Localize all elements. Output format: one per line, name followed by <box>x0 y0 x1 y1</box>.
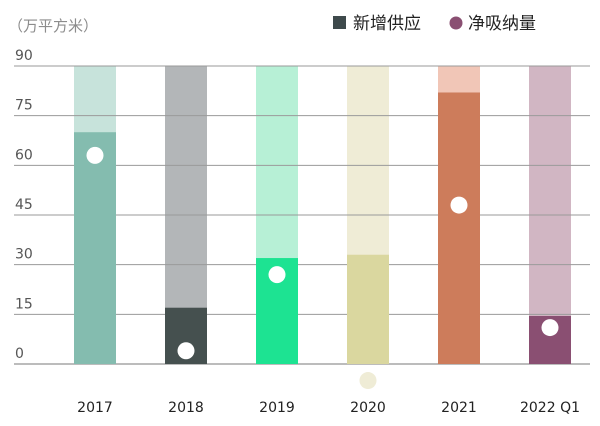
y-tick-label: 0 <box>15 346 24 362</box>
dots-net-absorption <box>86 146 559 390</box>
x-tick-label: 2017 <box>77 400 113 416</box>
legend-square-marker <box>333 16 346 29</box>
unit-label: （万平方米） <box>8 17 98 35</box>
y-tick-label: 45 <box>15 197 33 213</box>
legend-item-supply: 新增供应 <box>333 14 421 34</box>
bars-new-supply <box>74 92 571 364</box>
legend: 新增供应 净吸纳量 <box>333 14 536 34</box>
legend-circle-marker <box>449 16 463 30</box>
bar-new-supply <box>74 132 116 364</box>
legend-item-absorption: 净吸纳量 <box>449 14 536 34</box>
x-tick-label: 2018 <box>168 400 204 416</box>
dot-net-absorption <box>177 342 195 360</box>
x-tick-label: 2019 <box>259 400 295 416</box>
y-tick-label: 30 <box>15 247 33 263</box>
y-tick-label: 15 <box>15 296 33 312</box>
y-tick-label: 75 <box>15 98 33 114</box>
dot-net-absorption <box>268 266 286 284</box>
dot-net-absorption <box>86 146 104 164</box>
x-tick-label: 2022 Q1 <box>520 400 580 416</box>
legend-label-absorption: 净吸纳量 <box>468 14 536 34</box>
bar-new-supply <box>438 92 480 364</box>
dot-net-absorption <box>359 372 377 390</box>
y-axis-ticks: 0 15 30 45 60 75 90 <box>15 48 33 362</box>
x-tick-label: 2020 <box>350 400 386 416</box>
y-tick-label: 60 <box>15 147 33 163</box>
y-tick-label: 90 <box>15 48 33 64</box>
x-axis-labels: 2017 2018 2019 2020 2021 2022 Q1 <box>77 400 580 416</box>
dot-net-absorption <box>450 196 468 214</box>
dot-net-absorption <box>541 319 559 337</box>
x-tick-label: 2021 <box>441 400 477 416</box>
legend-label-supply: 新增供应 <box>353 14 421 34</box>
bar-new-supply <box>347 254 389 364</box>
